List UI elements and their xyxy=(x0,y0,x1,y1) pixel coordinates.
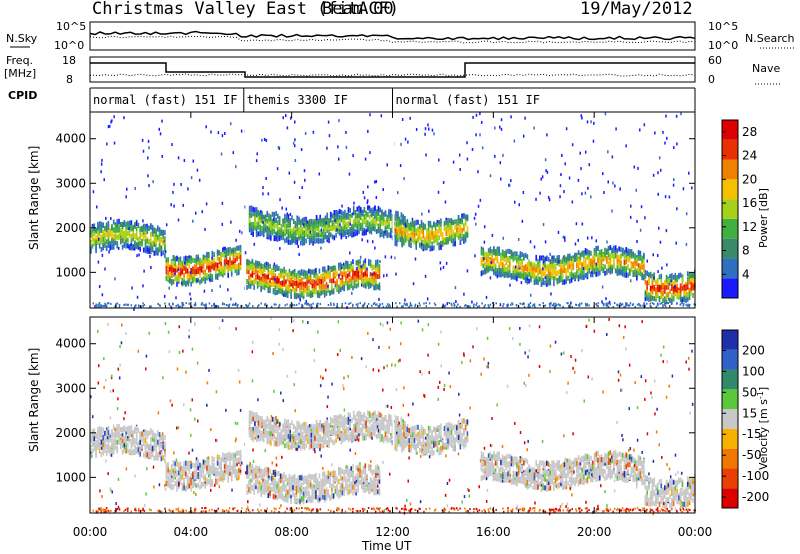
nsearch-tick-top: 10^5 xyxy=(708,20,738,33)
nsky-tick-top: 10^5 xyxy=(56,20,86,33)
nsearch-label: N.Search xyxy=(745,32,795,45)
velocity-colorbar-tick: -15 xyxy=(742,427,762,441)
x-tick-label: 04:00 xyxy=(174,525,209,539)
velocity-heatmap-cells xyxy=(90,317,696,516)
power-ylabel: Slant Range [km] xyxy=(27,146,41,250)
colorbar-swatch xyxy=(722,330,738,350)
x-tick-label: 00:00 xyxy=(678,525,713,539)
y-tick-label: 2000 xyxy=(55,426,86,440)
freq-label: Freq. xyxy=(6,54,33,67)
colorbar-swatch xyxy=(722,218,738,239)
colorbar-swatch xyxy=(722,199,738,219)
x-tick-label: 16:00 xyxy=(476,525,511,539)
y-tick-label: 4000 xyxy=(55,132,86,146)
y-tick-label: 1000 xyxy=(55,265,86,279)
nsky-label: N.Sky xyxy=(6,32,38,45)
power-colorbar-tick: 24 xyxy=(742,149,757,163)
freq-tick-bottom: 8 xyxy=(66,73,73,86)
nsearch-trace xyxy=(89,35,696,44)
colorbar-swatch xyxy=(722,369,738,390)
velocity-panel: Slant Range [km] 1000 2000 3000 4000 200 100… xyxy=(27,316,770,516)
colorbar-swatch xyxy=(722,258,738,279)
velocity-colorbar-label: Velocity [m s-1] xyxy=(756,387,770,470)
power-panel: Slant Range [km] 1000 2000 3000 4000 4 8 12 16… xyxy=(27,111,770,311)
colorbar-swatch xyxy=(722,468,738,489)
nsky-tick-bottom: 10^0 xyxy=(54,39,84,52)
beam-label: Beam 00 xyxy=(322,0,394,19)
colorbar-swatch xyxy=(722,278,738,298)
power-colorbar-tick: 16 xyxy=(742,196,757,210)
colorbar-swatch xyxy=(722,179,738,200)
colorbar-swatch xyxy=(722,448,738,469)
colorbar-swatch xyxy=(722,409,738,429)
power-colorbar-tick: 20 xyxy=(742,172,757,186)
velocity-colorbar-tick: -100 xyxy=(742,469,769,483)
y-tick-label: 1000 xyxy=(55,470,86,484)
x-tick-label: 00:00 xyxy=(73,525,108,539)
velocity-colorbar-tick: 100 xyxy=(742,364,765,378)
y-tick-label: 4000 xyxy=(55,337,86,351)
x-tick-label: 20:00 xyxy=(577,525,612,539)
colorbar-swatch xyxy=(722,238,738,259)
cpid-mode-label: themis 3300 IF xyxy=(247,93,348,107)
x-axis-label: Time UT xyxy=(361,539,412,553)
colorbar-swatch xyxy=(722,488,738,508)
power-heatmap-cells xyxy=(90,112,696,311)
nsky-trace xyxy=(89,30,696,41)
velocity-colorbar-tick: 15 xyxy=(742,406,757,420)
freq-tick-top: 18 xyxy=(62,54,76,67)
date-label: 19/May/2012 xyxy=(580,0,693,19)
power-colorbar-tick: 12 xyxy=(742,220,757,234)
colorbar-swatch xyxy=(722,428,738,449)
cpid-mode-label: normal (fast) 151 IF xyxy=(396,93,541,107)
velocity-colorbar: 200 100 50 15 -15 -50 -100 -200 xyxy=(721,329,769,509)
power-colorbar-label: Power [dB] xyxy=(757,188,770,248)
x-axis: 00:00 04:00 08:00 12:00 16:00 20:00 00:00 xyxy=(73,112,713,539)
colorbar-swatch xyxy=(722,120,738,140)
nave-trace xyxy=(90,73,696,77)
y-tick-label: 2000 xyxy=(55,221,86,235)
power-colorbar-tick: 28 xyxy=(742,125,757,139)
velocity-colorbar-tick: 50 xyxy=(742,385,757,399)
cpid-modes: normal (fast) 151 IF themis 3300 IF normal… xyxy=(89,88,696,112)
colorbar-swatch xyxy=(722,349,738,370)
freq-panel: Freq. [MHz] 18 8 60 0 Nave xyxy=(4,54,780,86)
nave-tick-top: 60 xyxy=(708,54,722,67)
colorbar-swatch xyxy=(722,159,738,180)
x-tick-label: 12:00 xyxy=(375,525,410,539)
power-colorbar: 4 8 12 16 20 24 28 xyxy=(721,119,757,299)
y-tick-label: 3000 xyxy=(55,176,86,190)
y-tick-label: 3000 xyxy=(55,381,86,395)
velocity-colorbar-tick: -50 xyxy=(742,448,762,462)
colorbar-swatch xyxy=(722,389,738,410)
x-tick-label: 08:00 xyxy=(274,525,309,539)
nave-label: Nave xyxy=(752,62,780,75)
velocity-colorbar-tick: 200 xyxy=(742,343,765,357)
colorbar-swatch xyxy=(722,139,738,160)
nsky-panel: N.Sky 10^5 10^0 10^5 10^0 N.Search xyxy=(6,20,795,52)
cpid-mode-label: normal (fast) 151 IF xyxy=(93,93,238,107)
power-colorbar-tick: 8 xyxy=(742,244,750,258)
nave-tick-bottom: 0 xyxy=(708,73,715,86)
velocity-colorbar-tick: -200 xyxy=(742,490,769,504)
velocity-ylabel: Slant Range [km] xyxy=(27,348,41,452)
nsearch-tick-bottom: 10^0 xyxy=(708,39,738,52)
freq-unit: [MHz] xyxy=(4,67,36,80)
power-colorbar-tick: 4 xyxy=(742,267,750,281)
cpid-label: CPID xyxy=(8,89,37,102)
plot-title: Christmas Valley East (fitACF) xyxy=(92,0,399,19)
